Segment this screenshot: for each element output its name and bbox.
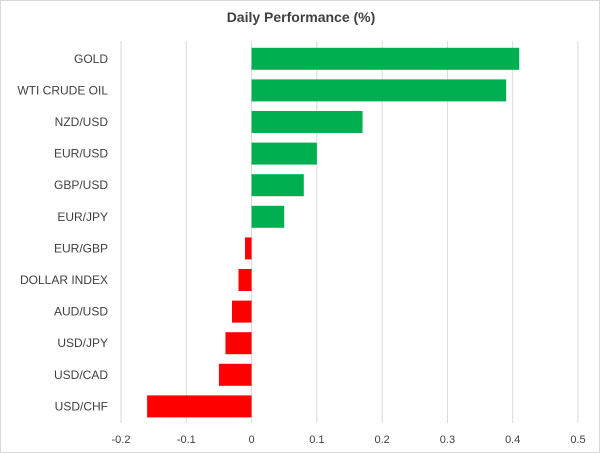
category-label: AUD/USD xyxy=(54,305,108,319)
bar xyxy=(251,79,507,102)
category-label: NZD/USD xyxy=(55,115,109,129)
category-label: EUR/JPY xyxy=(57,210,108,224)
x-tick-label: 0.5 xyxy=(570,434,585,446)
x-tick-label: 0.4 xyxy=(505,434,520,446)
category-label: USD/CAD xyxy=(54,368,108,382)
category-label: EUR/GBP xyxy=(54,241,108,255)
bar xyxy=(225,332,252,355)
bar xyxy=(238,269,252,291)
bar xyxy=(251,47,520,70)
category-label: USD/JPY xyxy=(57,336,108,350)
bar xyxy=(251,174,304,197)
category-label: USD/CHF xyxy=(55,399,108,413)
bar xyxy=(147,395,252,418)
bar xyxy=(251,142,317,165)
bar xyxy=(251,111,363,133)
bar xyxy=(231,300,252,323)
category-label: GOLD xyxy=(74,52,108,66)
x-tick-label: -0.2 xyxy=(112,434,131,446)
x-tick-label: 0.3 xyxy=(440,434,455,446)
category-label: GBP/USD xyxy=(54,178,108,192)
bar xyxy=(245,237,252,260)
bar xyxy=(218,363,252,386)
category-label: EUR/USD xyxy=(54,147,108,161)
x-tick-label: 0.1 xyxy=(309,434,324,446)
bar xyxy=(251,205,285,228)
category-label: WTI CRUDE OIL xyxy=(17,83,108,97)
x-tick-label: 0.2 xyxy=(374,434,389,446)
chart-title: Daily Performance (%) xyxy=(226,9,376,25)
x-tick-label: 0 xyxy=(249,434,255,446)
x-tick-label: -0.1 xyxy=(177,434,196,446)
category-label: DOLLAR INDEX xyxy=(20,273,108,287)
